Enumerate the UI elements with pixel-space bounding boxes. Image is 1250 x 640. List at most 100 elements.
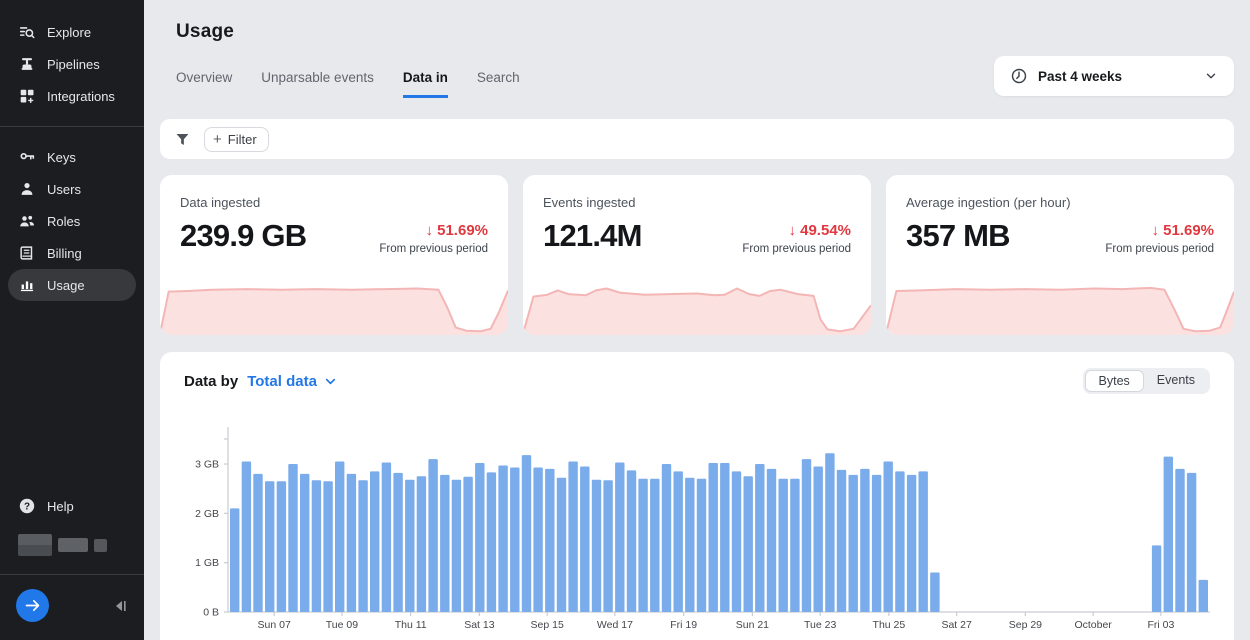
main-content: Usage Overview Unparsable events Data in…: [144, 0, 1250, 640]
svg-text:Tue 23: Tue 23: [804, 619, 836, 631]
filter-bar: + Filter: [160, 119, 1234, 159]
stat-value: 357 MB: [906, 218, 1011, 253]
sidebar-item-label: Integrations: [47, 88, 115, 104]
svg-text:0 B: 0 B: [203, 607, 219, 619]
sidebar-item-keys[interactable]: Keys: [8, 141, 136, 173]
sidebar-item-label: Keys: [47, 149, 76, 165]
chevron-down-icon: [1204, 69, 1218, 83]
down-arrow-icon: ↓: [1151, 222, 1159, 239]
sparkline-chart: [523, 287, 871, 335]
sidebar-item-usage[interactable]: Usage: [8, 269, 136, 301]
down-arrow-icon: ↓: [425, 222, 433, 239]
sidebar-item-label: Usage: [47, 277, 85, 293]
down-arrow-icon: ↓: [788, 222, 796, 239]
stat-change: ↓ 51.69%: [1151, 222, 1214, 239]
tab-search[interactable]: Search: [476, 70, 520, 85]
time-range-label: Past 4 weeks: [1038, 68, 1123, 84]
sidebar-nav-admin: Keys Users Roles Billing: [0, 141, 144, 301]
stat-change: ↓ 51.69%: [425, 222, 488, 239]
chart-field-selector[interactable]: Total data: [247, 373, 338, 390]
stats-row: Data ingested 239.9 GB ↓ 51.69% From pre…: [160, 175, 1234, 335]
collapse-sidebar-icon[interactable]: [114, 598, 128, 614]
roles-icon: [18, 212, 36, 230]
stat-title: Data ingested: [180, 195, 261, 210]
pipelines-icon: [18, 55, 36, 73]
add-filter-label: Filter: [227, 131, 257, 147]
sidebar: Explore Pipelines Integrations: [0, 0, 144, 640]
explore-icon: [18, 23, 36, 41]
chart-header: Data by Total data Bytes Events: [160, 368, 1234, 394]
svg-text:Sat 13: Sat 13: [464, 619, 495, 631]
chart-title-prefix: Data by: [184, 372, 239, 390]
sidebar-divider: [0, 574, 144, 575]
svg-text:Sun 07: Sun 07: [258, 619, 291, 631]
usage-icon: [18, 276, 36, 294]
svg-text:Tue 09: Tue 09: [326, 619, 358, 631]
sidebar-item-billing[interactable]: Billing: [8, 237, 136, 269]
sidebar-item-explore[interactable]: Explore: [8, 16, 136, 48]
integrations-icon: [18, 87, 36, 105]
tab-data-in[interactable]: Data in: [402, 70, 448, 98]
stat-subtext: From previous period: [379, 243, 488, 255]
svg-text:Thu 25: Thu 25: [873, 619, 906, 631]
svg-text:Fri 19: Fri 19: [670, 619, 697, 631]
svg-text:2 GB: 2 GB: [195, 508, 219, 520]
svg-text:Fri 03: Fri 03: [1147, 619, 1174, 631]
ingest-bar-chart[interactable]: 0 B 1 GB 2 GB 3 GB Sun 07 Tue 09 Thu 11 Sat 13 S…: [160, 427, 1234, 633]
sidebar-item-label: Users: [47, 181, 81, 197]
chevron-down-icon: [323, 374, 338, 389]
stat-subtext: From previous period: [742, 243, 851, 255]
svg-text:3 GB: 3 GB: [195, 459, 219, 471]
redacted-block: [94, 538, 107, 552]
svg-text:Sat 27: Sat 27: [941, 619, 972, 631]
toggle-bytes[interactable]: Bytes: [1084, 370, 1144, 392]
billing-icon: [18, 244, 36, 262]
sparkline-chart: [886, 286, 1234, 335]
clock-icon: [1010, 67, 1028, 85]
sparkline-chart: [160, 287, 508, 335]
stat-card-events-ingested: Events ingested 121.4M ↓ 49.54% From pre…: [523, 175, 871, 335]
arrow-right-icon: [25, 599, 40, 612]
tab-bar: Overview Unparsable events Data in Searc…: [176, 70, 520, 98]
sidebar-item-pipelines[interactable]: Pipelines: [8, 48, 136, 80]
sidebar-item-users[interactable]: Users: [8, 173, 136, 205]
sidebar-nav-top: Explore Pipelines Integrations: [0, 16, 144, 112]
tab-overview[interactable]: Overview: [176, 70, 233, 85]
sidebar-item-label: Pipelines: [47, 56, 100, 72]
sidebar-footer: [0, 575, 144, 640]
svg-text:Sep 29: Sep 29: [1009, 619, 1042, 631]
time-range-dropdown[interactable]: Past 4 weeks: [994, 56, 1234, 96]
sidebar-divider: [0, 126, 144, 127]
header-row: Overview Unparsable events Data in Searc…: [160, 56, 1234, 98]
svg-text:Sun 21: Sun 21: [736, 619, 769, 631]
svg-text:Thu 11: Thu 11: [395, 619, 427, 631]
help-icon: ?: [18, 497, 36, 515]
add-filter-button[interactable]: + Filter: [204, 126, 269, 152]
sidebar-item-label: Help: [47, 498, 74, 514]
svg-text:Wed 17: Wed 17: [597, 619, 633, 631]
sidebar-item-integrations[interactable]: Integrations: [8, 80, 136, 112]
chart-area: 0 B 1 GB 2 GB 3 GB Sun 07 Tue 09 Thu 11 Sat 13 S…: [160, 427, 1234, 633]
svg-text:October: October: [1074, 619, 1112, 631]
stat-value: 121.4M: [543, 218, 642, 253]
data-by-chart-card: Data by Total data Bytes Events 0 B 1 GB 2…: [160, 352, 1234, 640]
funnel-icon: [174, 131, 191, 148]
axiom-logo[interactable]: [16, 589, 49, 622]
sidebar-item-label: Explore: [47, 24, 92, 40]
toggle-events[interactable]: Events: [1156, 373, 1195, 387]
stat-card-data-ingested: Data ingested 239.9 GB ↓ 51.69% From pre…: [160, 175, 508, 335]
chart-field-label: Total data: [247, 372, 317, 390]
stat-card-average-ingestion: Average ingestion (per hour) 357 MB ↓ 51…: [886, 175, 1234, 335]
redacted-block: [58, 538, 88, 552]
sidebar-item-label: Roles: [47, 213, 81, 229]
tab-unparsable-events[interactable]: Unparsable events: [261, 70, 374, 85]
sidebar-item-roles[interactable]: Roles: [8, 205, 136, 237]
svg-text:?: ?: [24, 502, 30, 513]
stat-title: Average ingestion (per hour): [906, 195, 1071, 210]
plus-icon: +: [213, 130, 222, 148]
svg-text:Sep 15: Sep 15: [531, 619, 564, 631]
stat-title: Events ingested: [543, 195, 636, 210]
sidebar-item-help[interactable]: ? Help: [8, 490, 136, 522]
key-icon: [18, 148, 36, 166]
